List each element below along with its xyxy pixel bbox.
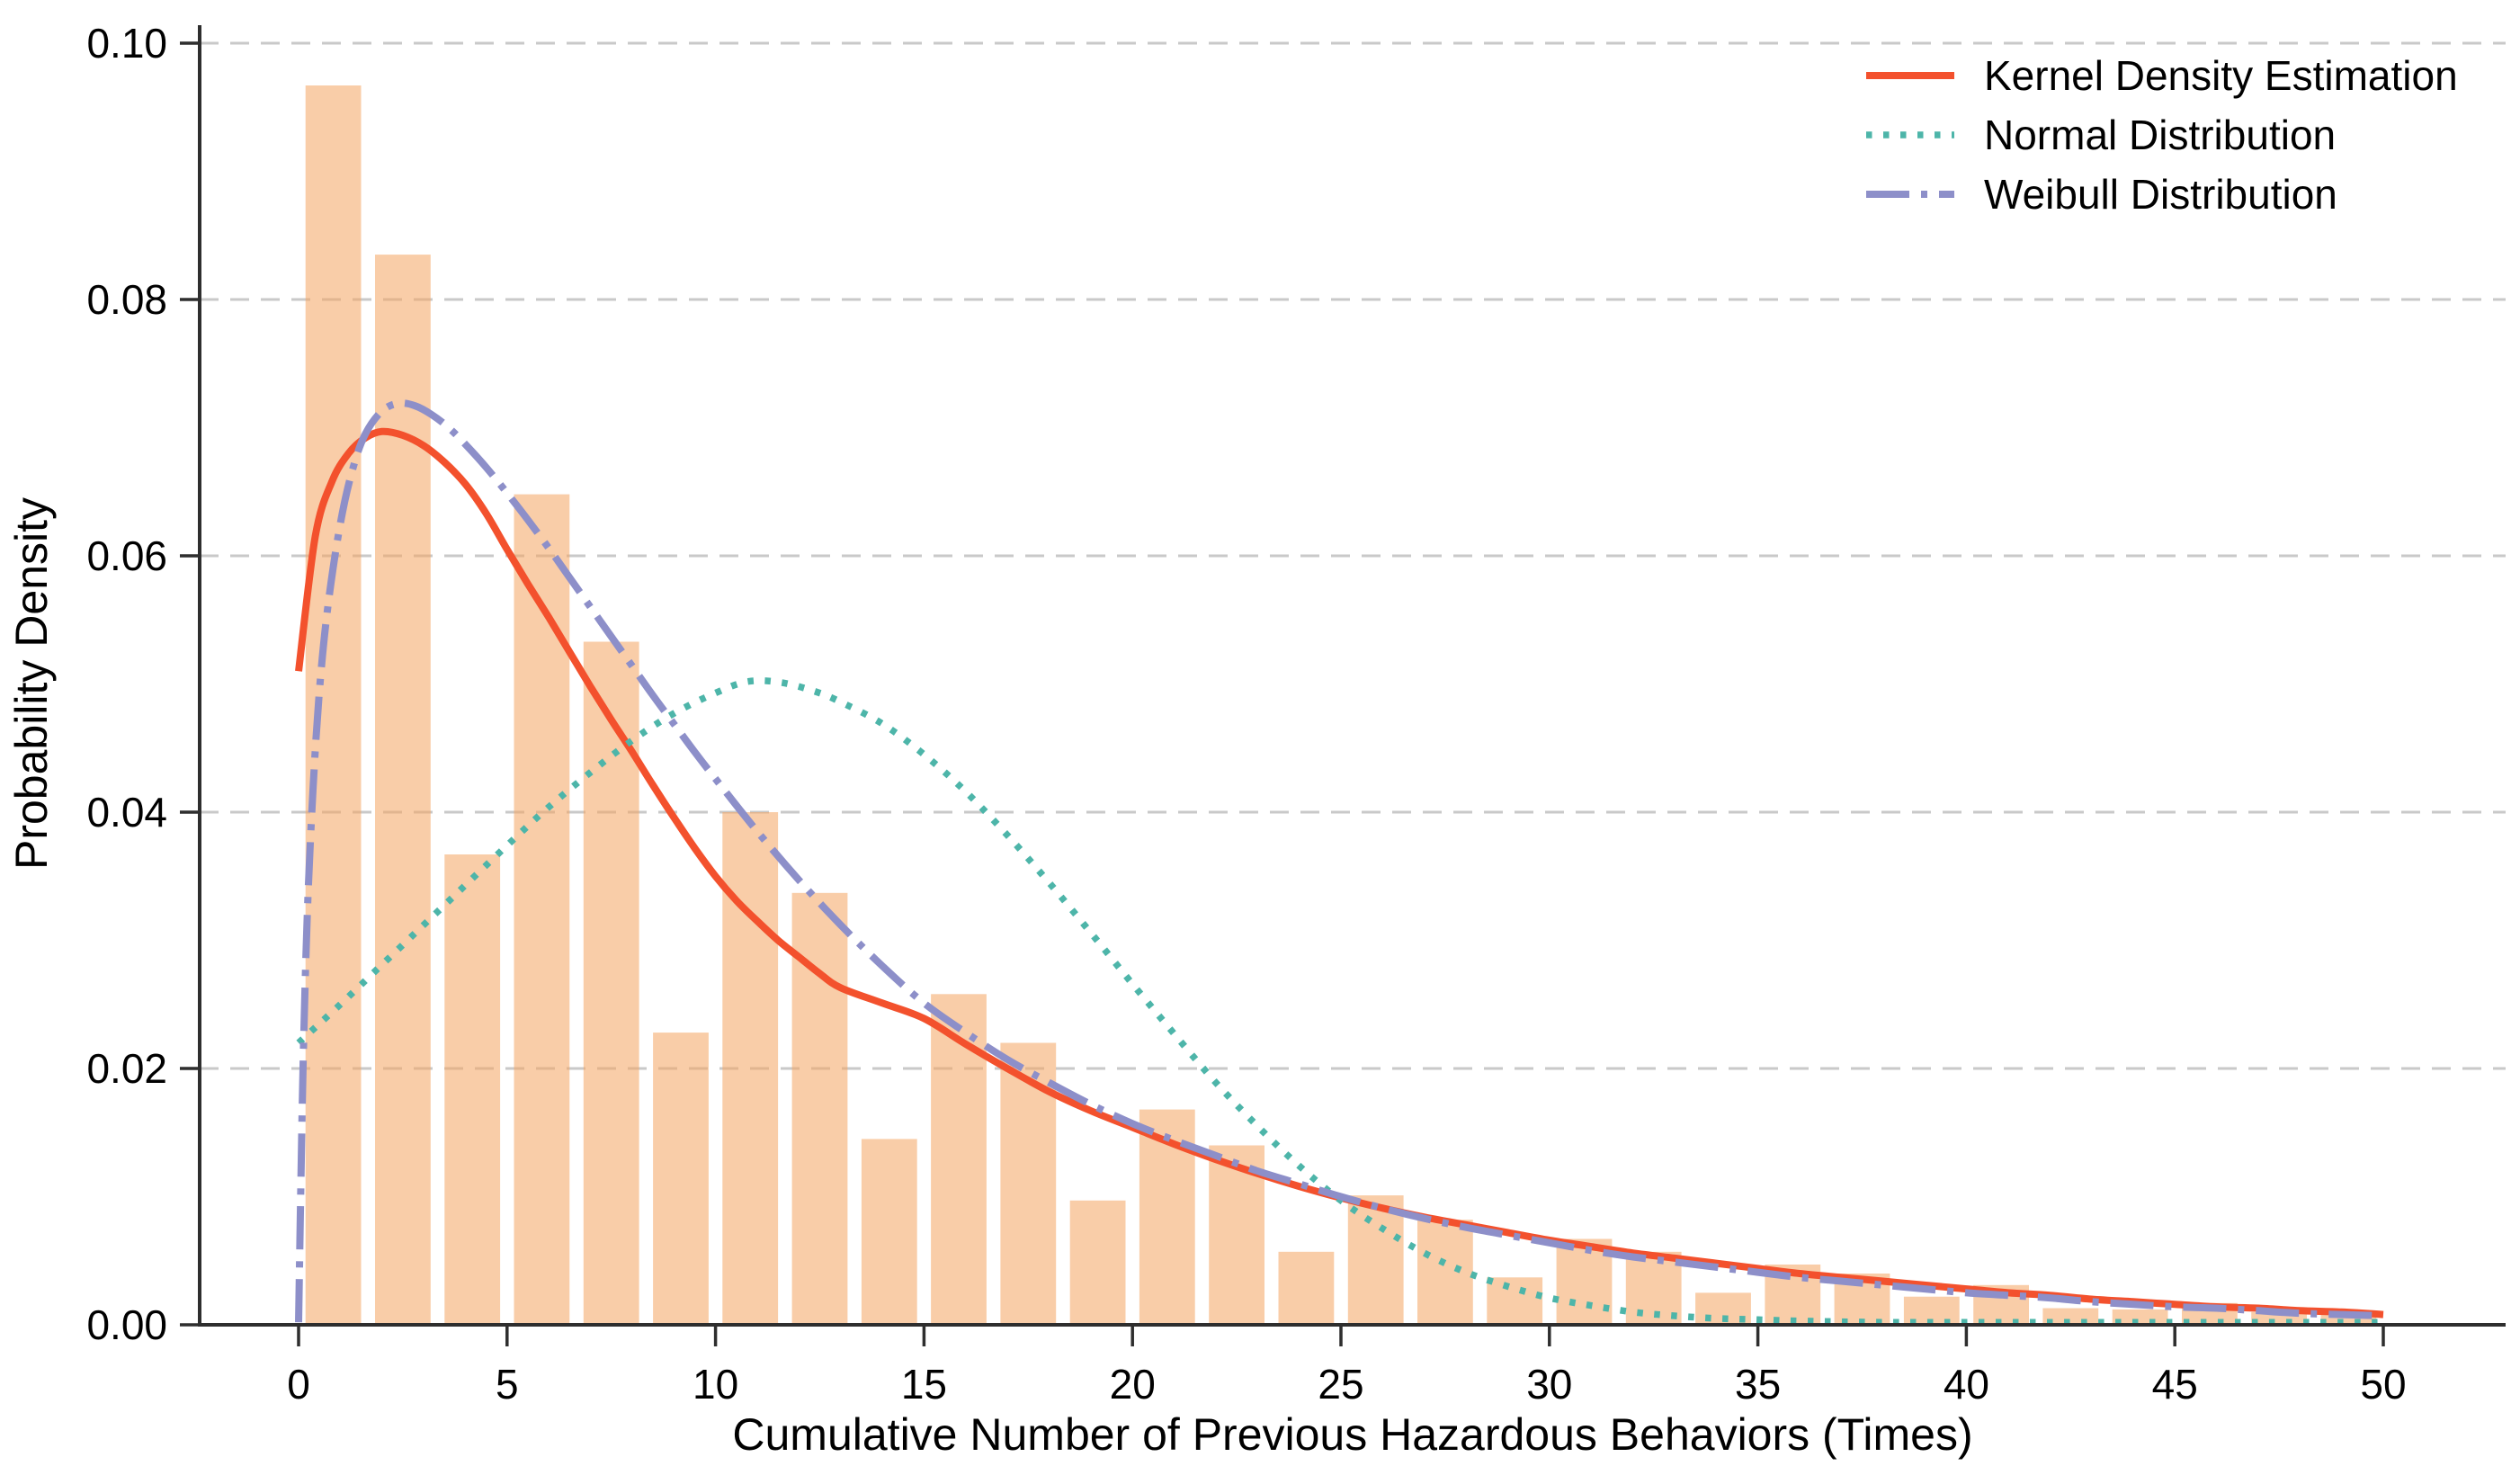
y-tick-label: 0.10 bbox=[86, 20, 167, 67]
histogram-bar bbox=[444, 854, 501, 1325]
x-tick-label: 35 bbox=[1735, 1361, 1781, 1408]
histogram-bar bbox=[1069, 1200, 1126, 1325]
histogram-bar bbox=[514, 494, 570, 1325]
x-tick-label: 25 bbox=[1318, 1361, 1363, 1408]
x-tick-label: 0 bbox=[287, 1361, 310, 1408]
density-curves-layer bbox=[295, 399, 2384, 1327]
histogram-bar bbox=[861, 1139, 917, 1325]
legend-item-kde: Kernel Density Estimation bbox=[1866, 52, 2458, 99]
histogram-bar bbox=[1278, 1251, 1335, 1325]
legend-item-normal: Normal Distribution bbox=[1866, 112, 2336, 158]
x-tick-label: 5 bbox=[496, 1361, 519, 1408]
kde-curve bbox=[295, 427, 2384, 1319]
axes-layer: 0.00 0.02 0.04 0.06 0.08 0.10 0 5 10 15 20 25 30 35 40… bbox=[86, 20, 2506, 1408]
histogram-bar bbox=[1417, 1220, 1473, 1325]
histogram-bar bbox=[305, 85, 362, 1325]
histogram-bar bbox=[1347, 1195, 1404, 1325]
y-tick-label: 0.06 bbox=[86, 532, 167, 579]
histogram-bar bbox=[583, 641, 639, 1325]
x-tick-label: 15 bbox=[901, 1361, 947, 1408]
histogram-bar bbox=[1556, 1238, 1613, 1325]
y-tick-label: 0.08 bbox=[86, 276, 167, 323]
x-tick-label: 40 bbox=[1944, 1361, 1989, 1408]
histogram-bar bbox=[653, 1032, 709, 1325]
normal-curve bbox=[296, 677, 2383, 1327]
y-axis-title: Probability Density bbox=[6, 497, 57, 870]
histogram-bar bbox=[791, 892, 848, 1325]
weibull-curve bbox=[295, 399, 2384, 1323]
weibull-legend-label: Weibull Distribution bbox=[1984, 171, 2337, 218]
y-tick-label: 0.02 bbox=[86, 1045, 167, 1092]
y-tick-label: 0.00 bbox=[86, 1301, 167, 1348]
x-tick-label: 30 bbox=[1526, 1361, 1572, 1408]
x-tick-label: 45 bbox=[2152, 1361, 2198, 1408]
histogram-bars-layer bbox=[305, 85, 2377, 1326]
histogram-bar bbox=[375, 255, 431, 1326]
histogram-bar bbox=[1487, 1277, 1543, 1325]
x-tick-label: 20 bbox=[1110, 1361, 1156, 1408]
x-axis-title: Cumulative Number of Previous Hazardous … bbox=[732, 1409, 1972, 1460]
normal-legend-label: Normal Distribution bbox=[1984, 112, 2336, 158]
legend: Kernel Density Estimation Normal Distrib… bbox=[1866, 52, 2458, 218]
x-tick-label: 10 bbox=[693, 1361, 738, 1408]
y-tick-label: 0.04 bbox=[86, 789, 167, 836]
kde-legend-label: Kernel Density Estimation bbox=[1984, 52, 2458, 99]
x-tick-label: 50 bbox=[2360, 1361, 2406, 1408]
legend-item-weibull: Weibull Distribution bbox=[1866, 171, 2337, 218]
